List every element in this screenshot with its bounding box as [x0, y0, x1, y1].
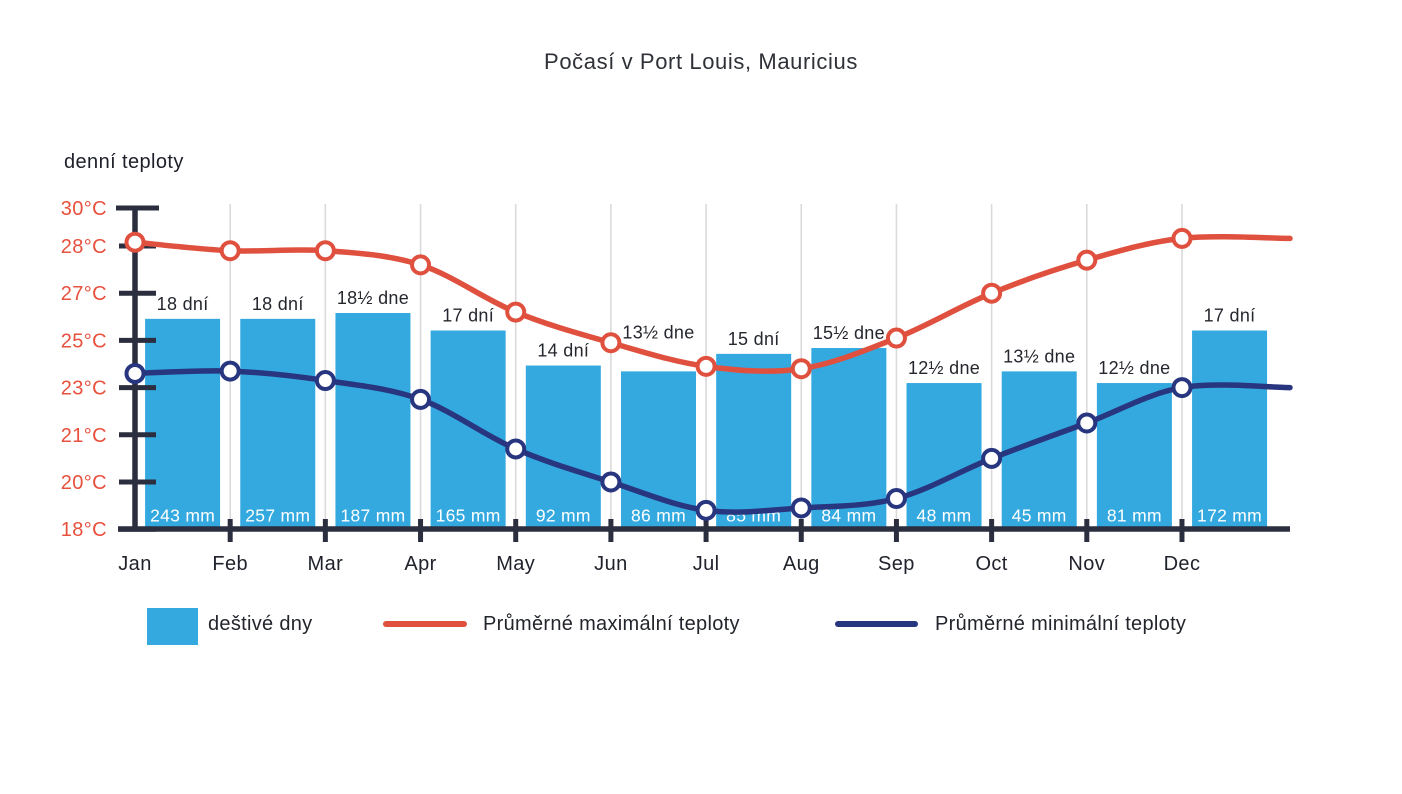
month-label-jun: Jun — [594, 553, 627, 575]
month-label-aug: Aug — [783, 553, 820, 575]
bar-mar — [335, 313, 411, 530]
max-temp-point-mar — [314, 240, 336, 262]
y-tick-label-30: 30°C — [61, 198, 107, 220]
month-label-sep: Sep — [878, 553, 915, 575]
min-temp-point-mar — [314, 370, 336, 392]
month-label-may: May — [496, 553, 535, 575]
bar-feb — [240, 318, 316, 530]
month-label-dec: Dec — [1164, 553, 1201, 575]
max-temp-point-dec — [1171, 227, 1193, 249]
chart-title: Počasí v Port Louis, Mauricius — [544, 49, 858, 74]
y-tick-label-25: 25°C — [61, 330, 107, 352]
bar-mm-label-oct: 45 mm — [1012, 506, 1067, 526]
bar-days-label-oct: 13½ dne — [1003, 346, 1075, 366]
bar-dec — [1192, 330, 1268, 530]
bar-days-label-may: 14 dní — [537, 341, 589, 361]
bar-mm-label-dec: 172 mm — [1197, 506, 1262, 526]
max-temp-point-jul — [695, 355, 717, 377]
rainy-days-swatch — [147, 608, 198, 645]
bar-mm-label-jun: 86 mm — [631, 506, 686, 526]
min-temp-point-jul — [695, 499, 717, 521]
bar-days-label-nov: 12½ dne — [1098, 358, 1170, 378]
y-tick-label-20: 20°C — [61, 472, 107, 494]
month-label-jan: Jan — [118, 553, 151, 575]
max-temp-point-apr — [410, 254, 432, 276]
min-temp-point-feb — [219, 360, 241, 382]
bar-mm-label-nov: 81 mm — [1107, 506, 1162, 526]
y-tick-label-23: 23°C — [61, 378, 107, 400]
bar-days-label-jan: 18 dní — [157, 294, 209, 314]
legend-rainy-days-label: deštivé dny — [208, 613, 313, 635]
bar-days-label-sep: 12½ dne — [908, 358, 980, 378]
bar-jan — [145, 318, 221, 530]
month-label-nov: Nov — [1068, 553, 1105, 575]
max-temp-point-jan — [124, 231, 146, 253]
y-tick-label-18: 18°C — [61, 519, 107, 541]
bar-days-label-jun: 13½ dne — [622, 322, 694, 342]
max-temp-point-oct — [981, 282, 1003, 304]
bar-aug — [811, 348, 887, 530]
min-temp-point-jan — [124, 362, 146, 384]
max-temp-point-may — [505, 301, 527, 323]
legend-max-temp-label: Průměrné maximální teploty — [483, 613, 740, 635]
max-temp-point-aug — [790, 358, 812, 380]
bar-days-label-dec: 17 dní — [1204, 306, 1256, 326]
bar-days-label-feb: 18 dní — [252, 294, 304, 314]
bar-days-label-apr: 17 dní — [442, 306, 494, 326]
bar-days-label-aug: 15½ dne — [813, 323, 885, 343]
min-temp-point-apr — [410, 388, 432, 410]
legend-min-temp-label: Průměrné minimální teploty — [935, 613, 1187, 635]
bar-days-label-mar: 18½ dne — [337, 288, 409, 308]
min-temp-point-sep — [885, 488, 907, 510]
max-temp-point-jun — [600, 332, 622, 354]
bar-days-label-jul: 15 dní — [728, 329, 780, 349]
y-tick-label-27: 27°C — [61, 283, 107, 305]
bar-mm-label-feb: 257 mm — [245, 506, 310, 526]
min-temp-point-nov — [1076, 412, 1098, 434]
bar-mm-label-mar: 187 mm — [340, 506, 405, 526]
min-temp-point-aug — [790, 497, 812, 519]
max-temp-point-feb — [219, 240, 241, 262]
min-temp-point-jun — [600, 471, 622, 493]
month-label-apr: Apr — [404, 553, 436, 575]
max-temp-point-nov — [1076, 249, 1098, 271]
bar-mm-label-may: 92 mm — [536, 506, 591, 526]
y-axis-caption: denní teploty — [64, 151, 184, 173]
max-temp-line-sample — [383, 621, 467, 627]
min-temp-point-dec — [1171, 377, 1193, 399]
y-tick-label-21: 21°C — [61, 425, 107, 447]
bar-may — [525, 365, 601, 530]
y-tick-label-28: 28°C — [61, 236, 107, 258]
bar-nov — [1096, 383, 1172, 530]
month-label-mar: Mar — [308, 553, 344, 575]
month-label-feb: Feb — [212, 553, 248, 575]
bar-apr — [430, 330, 506, 530]
bar-mm-label-sep: 48 mm — [917, 506, 972, 526]
bar-jul — [716, 353, 792, 530]
month-label-jul: Jul — [693, 553, 720, 575]
bar-mm-label-aug: 84 mm — [821, 506, 876, 526]
min-temp-point-may — [505, 438, 527, 460]
bar-mm-label-apr: 165 mm — [436, 506, 501, 526]
month-label-oct: Oct — [975, 553, 1007, 575]
min-temp-line-sample — [835, 621, 918, 627]
min-temp-point-oct — [981, 447, 1003, 469]
bar-mm-label-jan: 243 mm — [150, 506, 215, 526]
bar-sep — [906, 383, 982, 530]
max-temp-point-sep — [885, 327, 907, 349]
